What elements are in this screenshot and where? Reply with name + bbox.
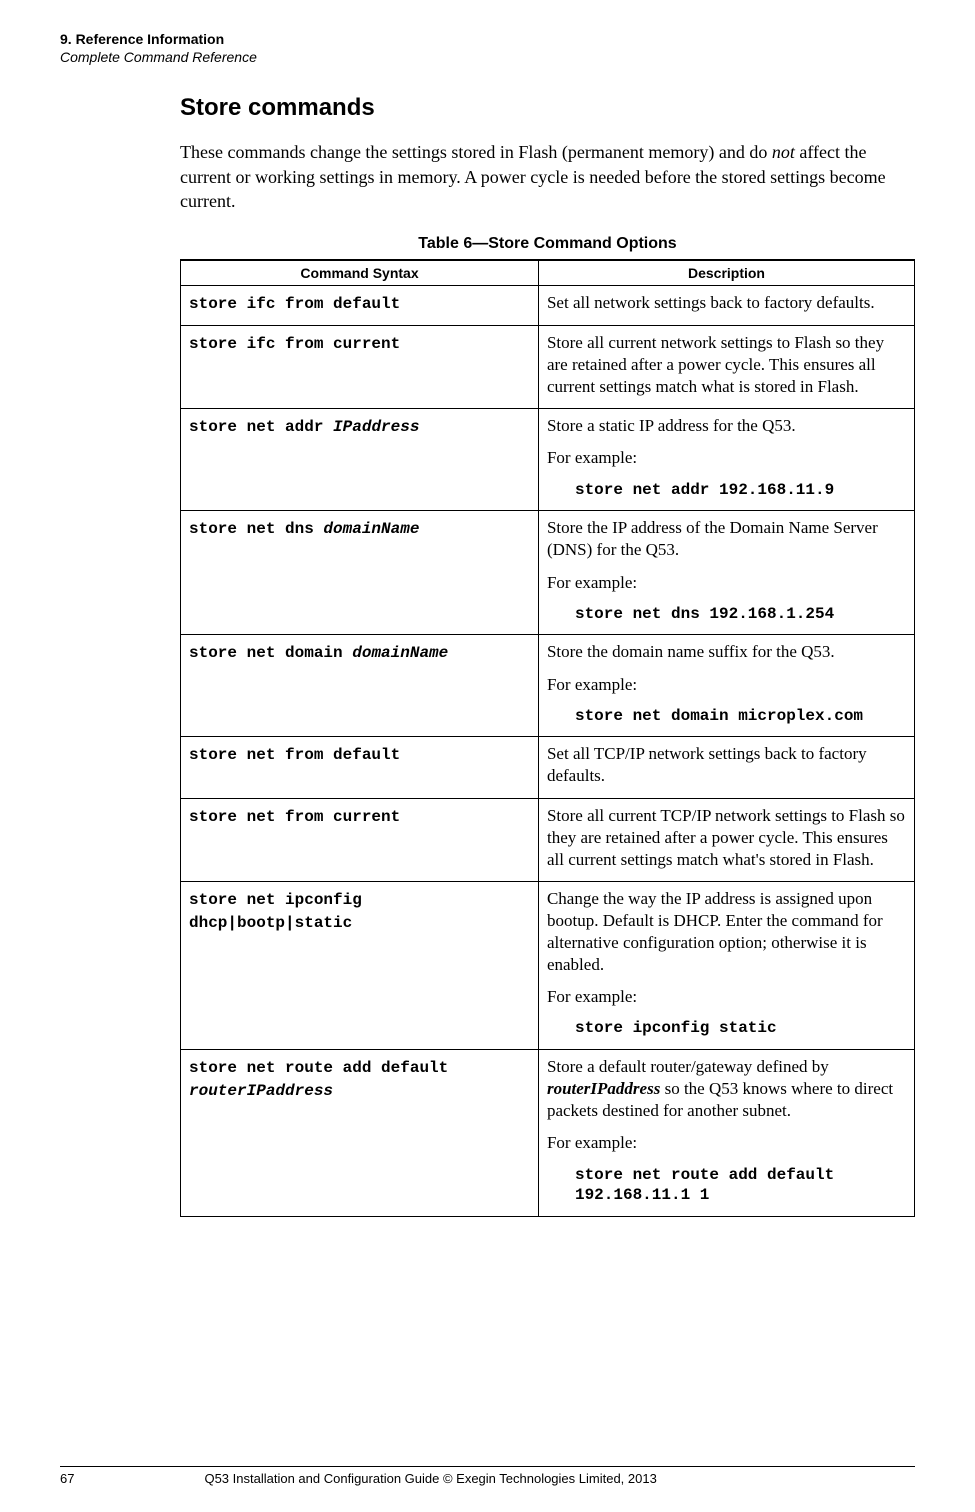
cmd-syntax: store ifc from current bbox=[189, 335, 400, 353]
cmd-syntax: store net from default bbox=[189, 746, 400, 764]
page-number: 67 bbox=[60, 1471, 74, 1486]
cmd-syntax: store net route add default routerIPaddr… bbox=[189, 1059, 458, 1100]
table-row: store net from default Set all TCP/IP ne… bbox=[181, 737, 915, 798]
cmd-syntax: store ifc from default bbox=[189, 295, 400, 313]
example-label: For example: bbox=[547, 986, 906, 1008]
cmd-desc: Store the IP address of the Domain Name … bbox=[547, 517, 906, 561]
section-title: Store commands bbox=[180, 94, 915, 122]
running-head-line2: Complete Command Reference bbox=[60, 48, 915, 66]
cmd-desc: Change the way the IP address is assigne… bbox=[547, 888, 906, 976]
example-label: For example: bbox=[547, 1132, 906, 1154]
example-code: store ipconfig static bbox=[575, 1018, 906, 1039]
example-code: store net dns 192.168.1.254 bbox=[575, 604, 906, 625]
table-row: store net route add default routerIPaddr… bbox=[181, 1050, 915, 1217]
cmd-desc: Store all current TCP/IP network setting… bbox=[547, 805, 906, 871]
cmd-syntax: store net addr IPaddress bbox=[189, 418, 419, 436]
cmd-desc: Store a static IP address for the Q53. bbox=[547, 415, 906, 437]
table-row: store net domain domainName Store the do… bbox=[181, 635, 915, 737]
cmd-syntax: store net domain domainName bbox=[189, 644, 448, 662]
cmd-desc: Store all current network settings to Fl… bbox=[547, 332, 906, 398]
command-table: Command Syntax Description store ifc fro… bbox=[180, 259, 915, 1217]
cmd-syntax: store net dns domainName bbox=[189, 520, 419, 538]
cmd-desc: Set all TCP/IP network settings back to … bbox=[547, 743, 906, 787]
intro-pre: These commands change the settings store… bbox=[180, 142, 772, 162]
running-head-line1: 9. Reference Information bbox=[60, 30, 915, 48]
th-desc: Description bbox=[538, 260, 914, 286]
table-header-row: Command Syntax Description bbox=[181, 260, 915, 286]
th-syntax: Command Syntax bbox=[181, 260, 539, 286]
table-row: store net from current Store all current… bbox=[181, 798, 915, 881]
content: Store commands These commands change the… bbox=[180, 94, 915, 1217]
cmd-desc: Set all network settings back to factory… bbox=[547, 292, 906, 314]
example-label: For example: bbox=[547, 572, 906, 594]
example-code: store net route add default 192.168.11.1… bbox=[575, 1165, 906, 1207]
table-row: store net ipconfig dhcp|bootp|static Cha… bbox=[181, 881, 915, 1049]
page: 9. Reference Information Complete Comman… bbox=[0, 0, 975, 1512]
table-row: store net dns domainName Store the IP ad… bbox=[181, 511, 915, 635]
table-row: store ifc from default Set all network s… bbox=[181, 286, 915, 326]
table-row: store net addr IPaddress Store a static … bbox=[181, 409, 915, 511]
intro-paragraph: These commands change the settings store… bbox=[180, 140, 915, 213]
footer-text: Q53 Installation and Configuration Guide… bbox=[204, 1471, 656, 1486]
cmd-syntax: store net from current bbox=[189, 808, 400, 826]
table-caption: Table 6—Store Command Options bbox=[180, 235, 915, 253]
cmd-desc: Store a default router/gateway defined b… bbox=[547, 1056, 906, 1122]
example-label: For example: bbox=[547, 447, 906, 469]
table-row: store ifc from current Store all current… bbox=[181, 326, 915, 409]
example-code: store net domain microplex.com bbox=[575, 706, 906, 727]
example-code: store net addr 192.168.11.9 bbox=[575, 480, 906, 501]
footer: 67 Q53 Installation and Configuration Gu… bbox=[60, 1466, 915, 1486]
running-head: 9. Reference Information Complete Comman… bbox=[60, 30, 915, 66]
intro-em: not bbox=[772, 142, 795, 162]
example-label: For example: bbox=[547, 674, 906, 696]
cmd-desc: Store the domain name suffix for the Q53… bbox=[547, 641, 906, 663]
cmd-syntax: store net ipconfig dhcp|bootp|static bbox=[189, 891, 371, 932]
